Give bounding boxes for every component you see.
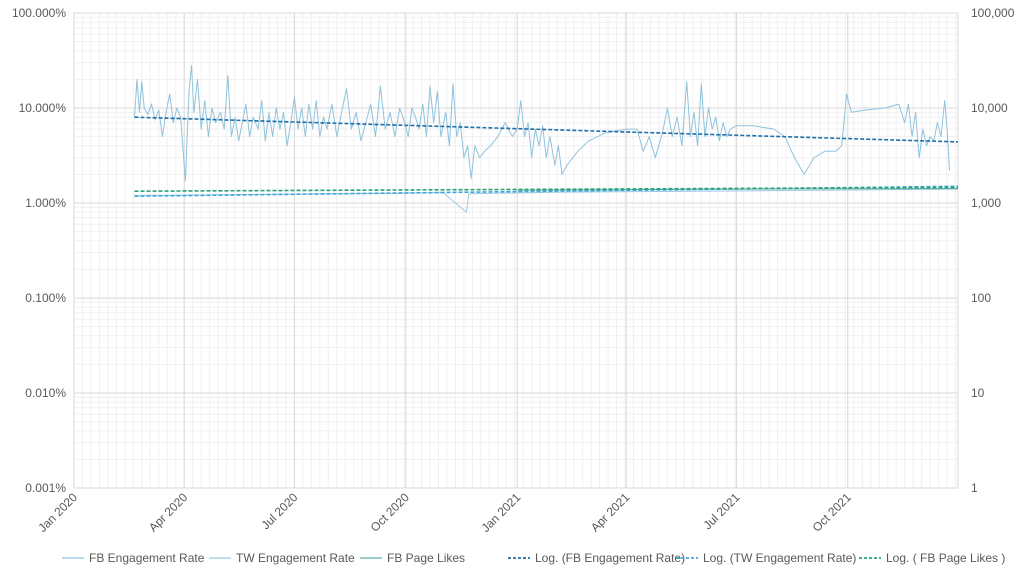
- legend-label: Log. ( FB Page Likes ): [886, 551, 1005, 565]
- right-tick-label: 100,000: [971, 6, 1015, 20]
- series-line-4: [134, 116, 959, 143]
- x-tick-label: Oct 2020: [368, 490, 413, 535]
- major-grid: [73, 12, 958, 489]
- right-tick-label: 10,000: [971, 101, 1008, 115]
- left-tick-label: 0.100%: [25, 291, 66, 305]
- minor-grid: [73, 13, 958, 488]
- x-tick-label: Oct 2021: [810, 490, 855, 535]
- legend-label: FB Page Likes: [387, 551, 465, 565]
- series-line-6: [134, 186, 959, 192]
- legend: FB Engagement Rate TW Engagement Rate FB P…: [62, 551, 1005, 565]
- left-tick-label: 0.010%: [25, 386, 66, 400]
- series-layer: [134, 65, 959, 213]
- x-tick-label: Apr 2021: [588, 490, 633, 535]
- x-axis-ticks: Jan 2020 Apr 2020 Jul 2020 Oct 2020 Jan 2021…: [35, 490, 854, 535]
- plot-frame: [73, 12, 959, 489]
- legend-label: FB Engagement Rate: [89, 551, 205, 565]
- x-tick-label: Jan 2020: [35, 490, 80, 535]
- x-tick-label: Jan 2021: [479, 490, 524, 535]
- right-tick-label: 1: [971, 481, 978, 495]
- legend-label: Log. (TW Engagement Rate): [703, 551, 856, 565]
- right-axis-ticks: 100,000 10,000 1,000 100 10 1: [971, 6, 1015, 495]
- left-tick-label: 0.001%: [25, 481, 66, 495]
- x-tick-label: Jul 2020: [259, 490, 301, 532]
- right-tick-label: 1,000: [971, 196, 1001, 210]
- left-axis-ticks: 100.000% 10.000% 1.000% 0.100% 0.010% 0.001%: [12, 6, 66, 495]
- right-tick-label: 100: [971, 291, 991, 305]
- left-tick-label: 10.000%: [19, 101, 67, 115]
- series-line-2: [134, 188, 959, 213]
- left-tick-label: 1.000%: [25, 196, 66, 210]
- right-tick-label: 10: [971, 386, 985, 400]
- legend-label: TW Engagement Rate: [236, 551, 355, 565]
- x-tick-label: Jul 2021: [701, 490, 743, 532]
- legend-label: Log. (FB Engagement Rate): [535, 551, 685, 565]
- x-tick-label: Apr 2020: [146, 490, 191, 535]
- series-line-1: [134, 65, 950, 182]
- left-tick-label: 100.000%: [12, 6, 66, 20]
